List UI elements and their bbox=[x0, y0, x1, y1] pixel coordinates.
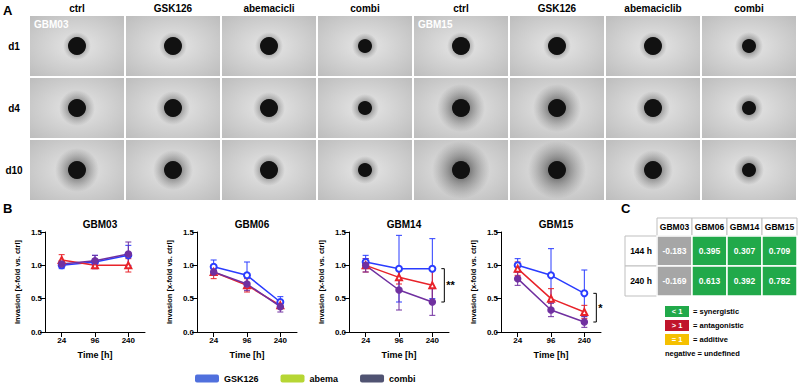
svg-text:Invasion [x-fold vs. ctrl]: Invasion [x-fold vs. ctrl] bbox=[165, 239, 174, 324]
svg-text:Time [h]: Time [h] bbox=[78, 350, 113, 360]
svg-text:GBM06: GBM06 bbox=[695, 222, 725, 232]
svg-text:24: 24 bbox=[513, 336, 522, 345]
svg-text:ctrl: ctrl bbox=[453, 3, 469, 14]
svg-text:0.307: 0.307 bbox=[734, 246, 756, 256]
svg-text:A: A bbox=[3, 3, 13, 18]
svg-text:< 1: < 1 bbox=[672, 307, 683, 316]
svg-text:96: 96 bbox=[91, 336, 100, 345]
svg-text:24: 24 bbox=[57, 336, 66, 345]
svg-text:0.5: 0.5 bbox=[487, 294, 499, 303]
svg-text:0.395: 0.395 bbox=[699, 246, 721, 256]
svg-text:0.709: 0.709 bbox=[769, 246, 791, 256]
svg-text:Invasion [x-fold vs. ctrl]: Invasion [x-fold vs. ctrl] bbox=[317, 239, 326, 324]
svg-text:0.0: 0.0 bbox=[31, 328, 43, 337]
svg-text:> 1: > 1 bbox=[672, 321, 683, 330]
svg-text:GBM06: GBM06 bbox=[235, 219, 270, 230]
svg-text:24: 24 bbox=[361, 336, 370, 345]
svg-text:240: 240 bbox=[578, 336, 592, 345]
svg-text:**: ** bbox=[446, 279, 455, 291]
svg-text:GBM14: GBM14 bbox=[730, 222, 760, 232]
svg-text:ctrl: ctrl bbox=[69, 3, 85, 14]
svg-text:0.0: 0.0 bbox=[183, 328, 195, 337]
svg-text:1.0: 1.0 bbox=[335, 261, 347, 270]
svg-text:24: 24 bbox=[209, 336, 218, 345]
svg-text:96: 96 bbox=[243, 336, 252, 345]
svg-text:abema: abema bbox=[310, 374, 340, 384]
svg-text:GBM14: GBM14 bbox=[387, 219, 422, 230]
svg-text:d4: d4 bbox=[8, 103, 20, 114]
svg-text:240: 240 bbox=[122, 336, 136, 345]
svg-text:1.5: 1.5 bbox=[31, 228, 43, 237]
svg-text:0.782: 0.782 bbox=[769, 276, 791, 286]
svg-text:1.5: 1.5 bbox=[335, 228, 347, 237]
svg-text:abemacicli: abemacicli bbox=[243, 3, 294, 14]
svg-text:GSK126: GSK126 bbox=[154, 3, 193, 14]
svg-text:GSK126: GSK126 bbox=[224, 374, 259, 384]
svg-text:1.5: 1.5 bbox=[183, 228, 195, 237]
svg-text:0.613: 0.613 bbox=[699, 276, 721, 286]
svg-text:240: 240 bbox=[274, 336, 288, 345]
svg-text:negative = undefined: negative = undefined bbox=[665, 349, 740, 358]
svg-text:240 h: 240 h bbox=[630, 276, 652, 286]
svg-text:d10: d10 bbox=[5, 165, 23, 176]
svg-text:Time [h]: Time [h] bbox=[230, 350, 265, 360]
svg-text:1.0: 1.0 bbox=[31, 261, 43, 270]
svg-text:*: * bbox=[598, 302, 603, 314]
svg-text:GBM15: GBM15 bbox=[418, 19, 453, 30]
svg-text:GBM03: GBM03 bbox=[83, 219, 118, 230]
svg-text:GBM15: GBM15 bbox=[539, 219, 574, 230]
svg-text:= 1: = 1 bbox=[672, 335, 683, 344]
svg-text:240: 240 bbox=[426, 336, 440, 345]
svg-text:1.5: 1.5 bbox=[487, 228, 499, 237]
svg-text:0.5: 0.5 bbox=[183, 294, 195, 303]
svg-text:-0.169: -0.169 bbox=[662, 276, 686, 286]
svg-text:0.0: 0.0 bbox=[335, 328, 347, 337]
svg-text:144 h: 144 h bbox=[630, 246, 652, 256]
svg-text:combi: combi bbox=[734, 3, 764, 14]
svg-text:0.0: 0.0 bbox=[487, 328, 499, 337]
svg-text:d1: d1 bbox=[8, 41, 20, 52]
svg-text:0.5: 0.5 bbox=[335, 294, 347, 303]
svg-text:96: 96 bbox=[395, 336, 404, 345]
svg-text:= additive: = additive bbox=[693, 335, 728, 344]
svg-text:1.0: 1.0 bbox=[487, 261, 499, 270]
svg-text:combi: combi bbox=[350, 3, 380, 14]
svg-text:= synergistic: = synergistic bbox=[693, 307, 739, 316]
svg-text:abemaciclib: abemaciclib bbox=[624, 3, 681, 14]
svg-text:GBM15: GBM15 bbox=[765, 222, 795, 232]
svg-text:combi: combi bbox=[389, 374, 416, 384]
svg-text:0.5: 0.5 bbox=[31, 294, 43, 303]
svg-text:96: 96 bbox=[547, 336, 556, 345]
svg-text:Time [h]: Time [h] bbox=[534, 350, 569, 360]
svg-text:-0.183: -0.183 bbox=[662, 246, 686, 256]
svg-text:GSK126: GSK126 bbox=[538, 3, 577, 14]
svg-text:1.0: 1.0 bbox=[183, 261, 195, 270]
svg-text:Invasion [x-fold vs. ctrl]: Invasion [x-fold vs. ctrl] bbox=[13, 239, 22, 324]
svg-text:GBM03: GBM03 bbox=[660, 222, 690, 232]
svg-text:Time [h]: Time [h] bbox=[382, 350, 417, 360]
svg-text:0.392: 0.392 bbox=[734, 276, 756, 286]
svg-text:C: C bbox=[621, 201, 631, 216]
svg-text:= antagonistic: = antagonistic bbox=[693, 321, 744, 330]
svg-text:B: B bbox=[3, 201, 12, 216]
svg-text:GBM03: GBM03 bbox=[34, 19, 69, 30]
svg-text:Invasion [x-fold vs. ctrl]: Invasion [x-fold vs. ctrl] bbox=[469, 239, 478, 324]
